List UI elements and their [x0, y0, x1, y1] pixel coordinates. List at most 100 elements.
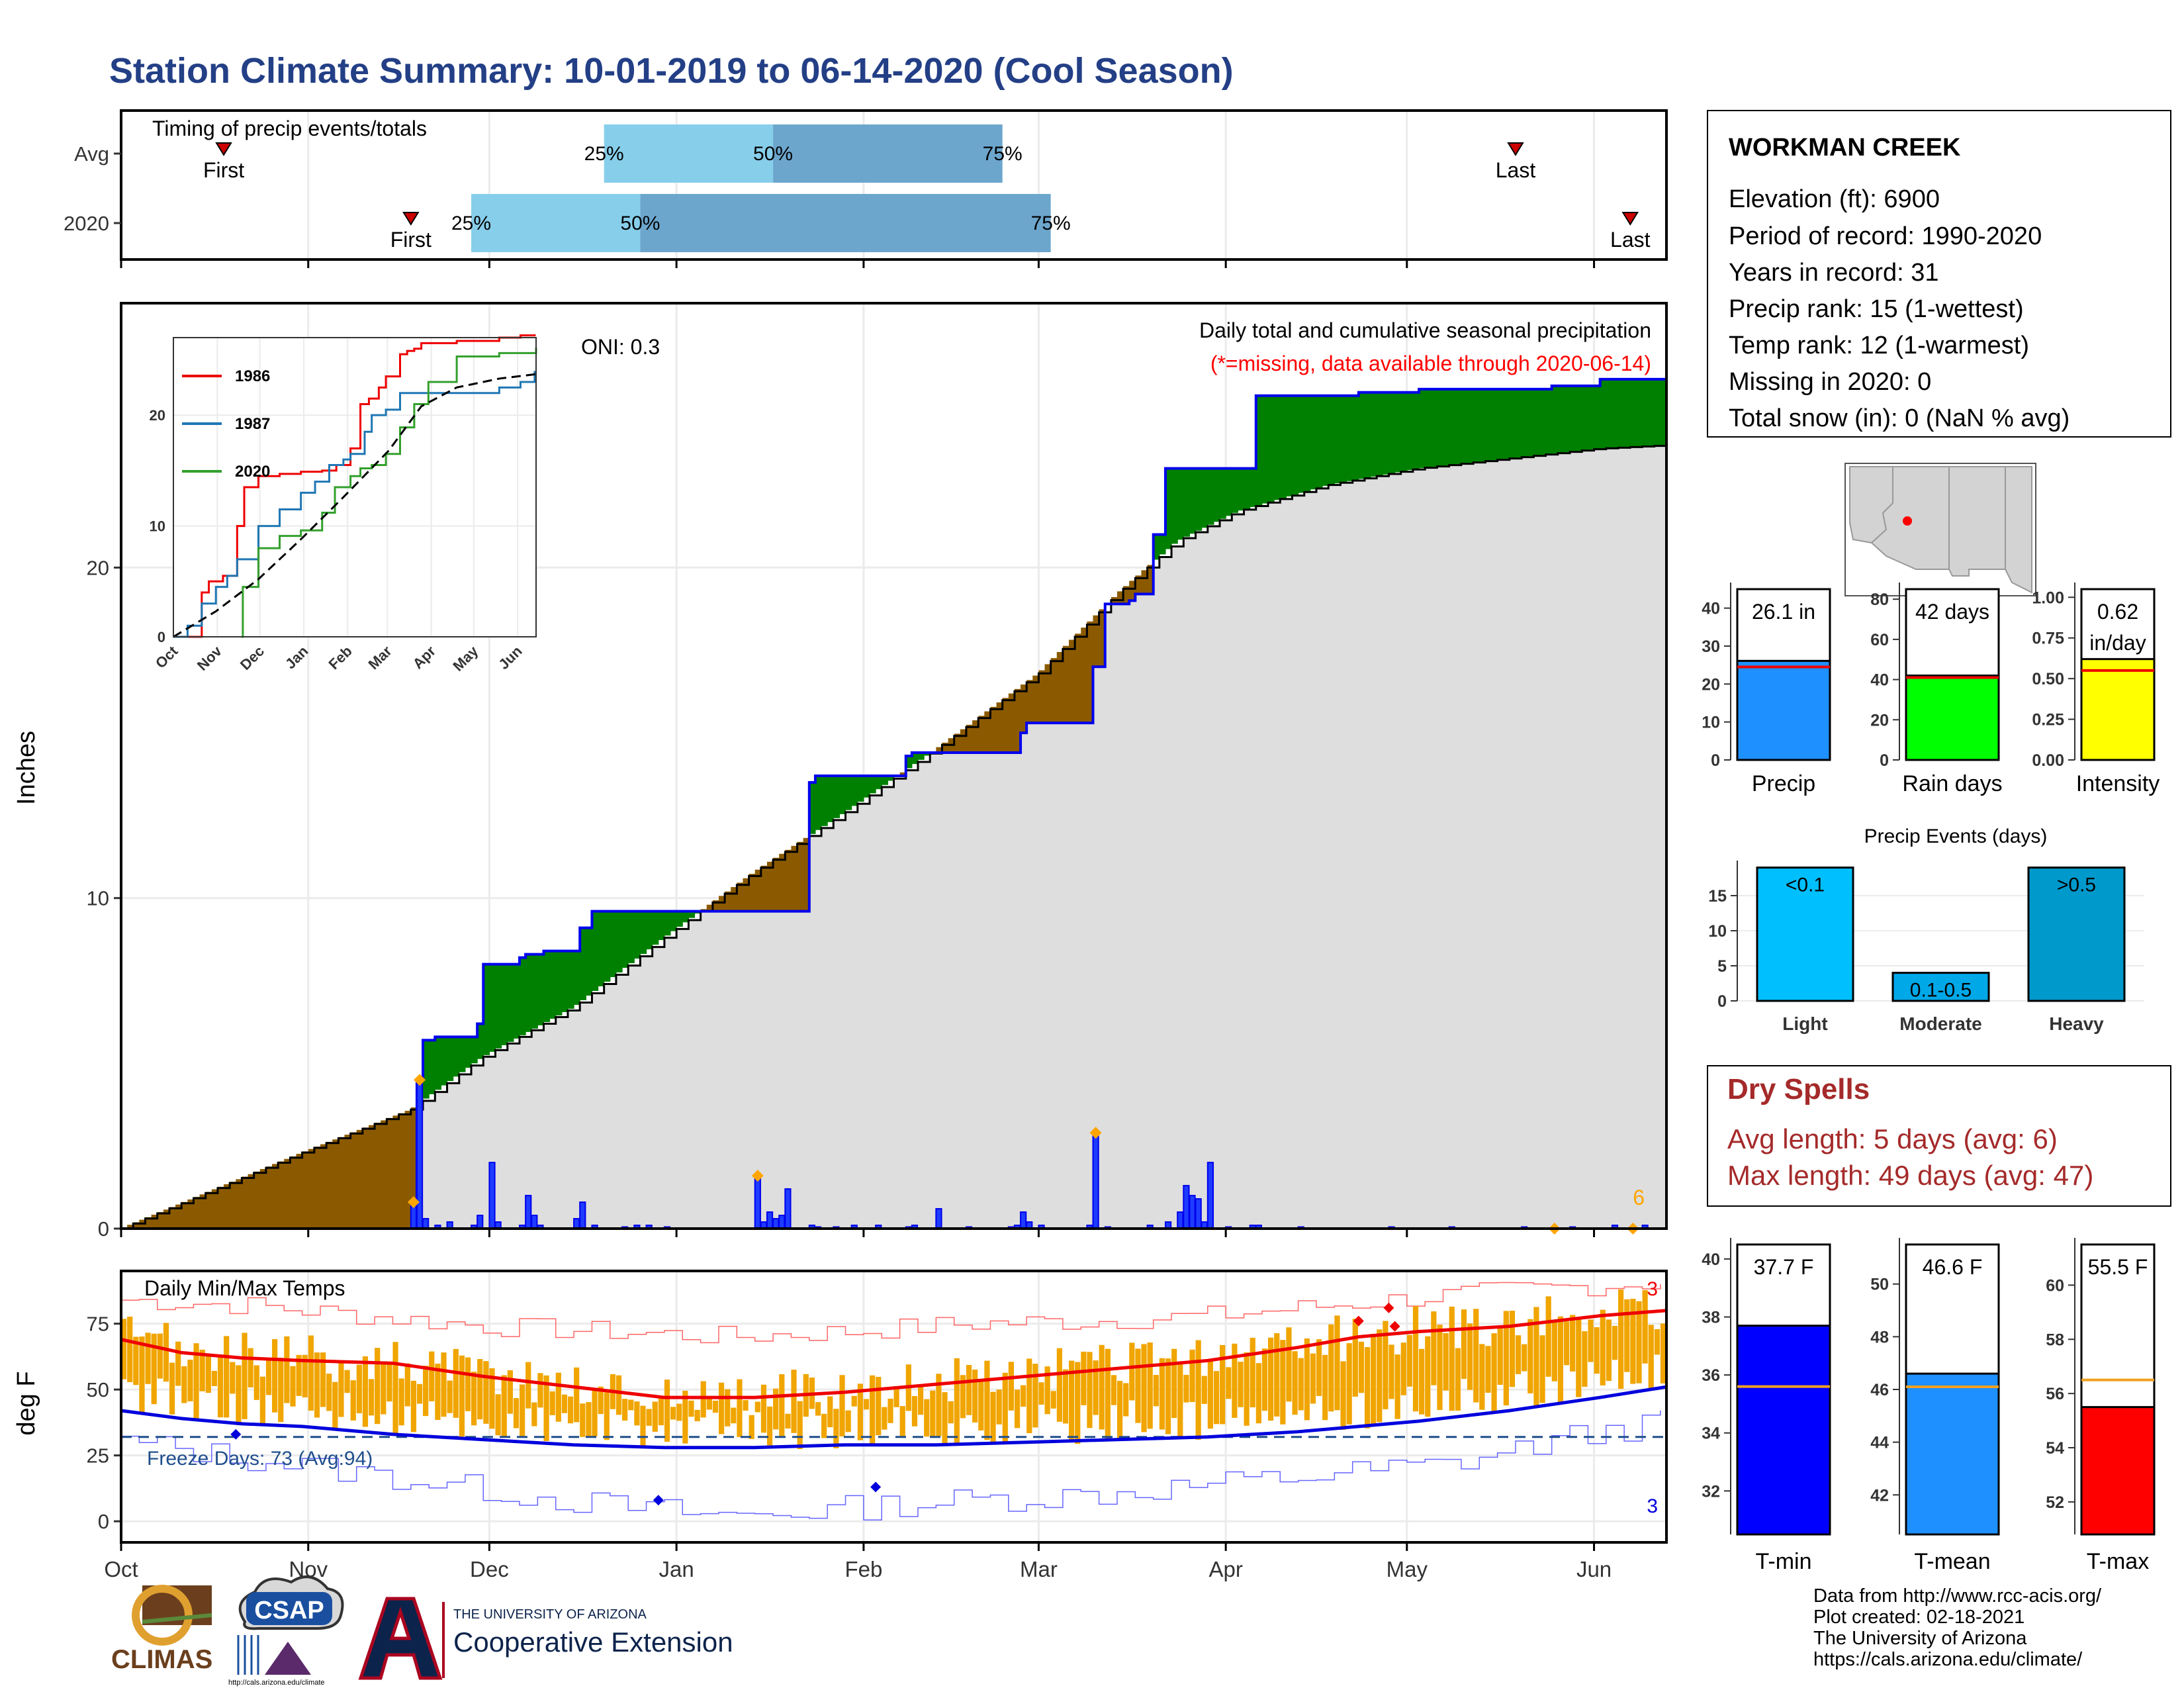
- small-bar-value: [1905, 675, 2000, 761]
- daily-temp-bar: [1268, 1337, 1274, 1421]
- daily-temp-bar: [899, 1406, 905, 1436]
- daily-temp-bar: [1642, 1289, 1648, 1364]
- below-average-fill: [296, 1154, 303, 1229]
- daily-temp-bar: [561, 1394, 568, 1413]
- above-average-fill: [592, 911, 599, 992]
- timing-panel-label: Timing of precip events/totals: [152, 117, 427, 140]
- above-average-fill: [652, 911, 659, 945]
- daily-temp-bar: [791, 1370, 797, 1433]
- csap-label-box: [246, 1592, 332, 1625]
- above-average-fill: [1527, 389, 1534, 457]
- daily-precip-bar: [1183, 1185, 1190, 1230]
- below-average-fill: [157, 1212, 164, 1229]
- above-average-fill: [1244, 468, 1251, 509]
- daily-temp-bar: [851, 1395, 857, 1407]
- month-tick-label: Oct: [104, 1557, 138, 1581]
- above-average-fill: [1232, 468, 1239, 513]
- daily-temp-bar: [157, 1333, 163, 1379]
- daily-precip-bar: [416, 1079, 424, 1229]
- above-average-fill: [634, 911, 641, 959]
- dry-spells-max: Max length: 49 days (avg: 47): [1727, 1160, 2093, 1191]
- above-average-fill: [670, 911, 677, 931]
- daily-temp-bar: [278, 1357, 284, 1423]
- above-average-fill: [1250, 468, 1257, 507]
- daily-temp-bar: [737, 1379, 743, 1437]
- small-bar-y-tick-label: 34: [1702, 1425, 1720, 1443]
- daily-temp-bar: [1014, 1389, 1021, 1429]
- events-bar: [1891, 972, 1990, 1002]
- daily-temp-bar: [1636, 1301, 1642, 1383]
- below-average-fill: [718, 896, 725, 912]
- above-average-fill: [1630, 379, 1637, 447]
- daily-precip-bar: [525, 1195, 532, 1229]
- daily-temp-bar: [193, 1343, 199, 1421]
- daily-temp-bar: [978, 1379, 984, 1430]
- daily-temp-bar: [513, 1398, 520, 1429]
- small-bar-value-label: 55.5 F: [2088, 1255, 2148, 1279]
- record-high-marker: [1383, 1302, 1394, 1313]
- inset-x-tick-label: Nov: [194, 642, 226, 674]
- daily-temp-bar: [1129, 1342, 1135, 1401]
- above-average-fill: [429, 1040, 435, 1094]
- daily-temp-bar: [966, 1364, 972, 1415]
- daily-temp-bar: [555, 1372, 561, 1422]
- above-average-fill: [1491, 389, 1498, 461]
- daily-temp-bar: [495, 1394, 501, 1436]
- below-average-fill: [1147, 565, 1154, 594]
- daily-temp-bar: [1050, 1391, 1056, 1409]
- daily-temp-bar: [242, 1333, 248, 1419]
- daily-temp-bar: [531, 1402, 537, 1427]
- below-average-fill: [1069, 639, 1075, 724]
- event-marker-icon: [1507, 142, 1524, 156]
- small-bar-y-tick-label: 10: [1702, 714, 1720, 732]
- above-average-fill: [1255, 395, 1263, 506]
- daily-precip-bar: [579, 1201, 586, 1229]
- daily-temp-bar: [1588, 1319, 1594, 1362]
- daily-precip-bar: [935, 1208, 942, 1229]
- events-category-label: Heavy: [2049, 1013, 2104, 1034]
- events-bar: [2027, 867, 2126, 1002]
- daily-temp-bar: [350, 1380, 356, 1421]
- daily-temp-bar: [1081, 1351, 1087, 1405]
- below-average-fill: [1032, 675, 1040, 724]
- daily-precip-bar: [1020, 1211, 1027, 1230]
- above-average-fill: [1364, 392, 1371, 478]
- small-bar-y-tick-label: 52: [2046, 1493, 2064, 1512]
- above-average-fill: [924, 753, 931, 756]
- daily-temp-bar: [1582, 1331, 1588, 1387]
- event-marker-label: First: [203, 158, 244, 182]
- below-average-fill: [773, 857, 780, 912]
- month-tick-label: Feb: [844, 1557, 882, 1581]
- above-average-fill: [917, 753, 925, 760]
- above-average-fill: [1201, 468, 1208, 528]
- daily-temp-bar: [368, 1379, 375, 1416]
- above-average-fill: [567, 951, 574, 1009]
- daily-temp-bar: [519, 1384, 525, 1436]
- daily-temp-bar: [362, 1356, 369, 1427]
- daily-temp-bar: [1220, 1344, 1226, 1425]
- daily-temp-bar: [1648, 1325, 1654, 1390]
- month-tick-label: Jun: [1576, 1557, 1612, 1581]
- above-average-fill: [1425, 389, 1432, 468]
- above-average-fill: [1159, 534, 1166, 555]
- small-bar-y-tick-label: 60: [2046, 1276, 2064, 1295]
- below-average-fill: [766, 861, 774, 912]
- above-average-fill: [1183, 468, 1191, 537]
- daily-temp-bar: [230, 1362, 236, 1394]
- small-bar-y-tick-label: 44: [1870, 1434, 1889, 1452]
- below-average-fill: [1026, 680, 1033, 724]
- daily-temp-bar: [882, 1407, 887, 1430]
- small-bar-value-label: 42 days: [1915, 600, 1989, 624]
- daily-temp-bar: [1298, 1358, 1304, 1411]
- daily-temp-bar: [398, 1378, 404, 1426]
- daily-temp-bar: [1008, 1362, 1015, 1411]
- daily-temp-bar: [1135, 1348, 1141, 1423]
- freeze-days-label: Freeze Days: 73 (Avg:94): [147, 1448, 373, 1470]
- average-tmin-line: [120, 1385, 1667, 1450]
- daily-temp-bar: [320, 1352, 326, 1407]
- above-average-fill: [1497, 389, 1504, 460]
- below-average-fill: [205, 1192, 212, 1229]
- daily-temp-bar: [549, 1391, 555, 1415]
- inset-y-tick-label: 20: [150, 407, 165, 424]
- above-average-fill: [441, 1037, 448, 1086]
